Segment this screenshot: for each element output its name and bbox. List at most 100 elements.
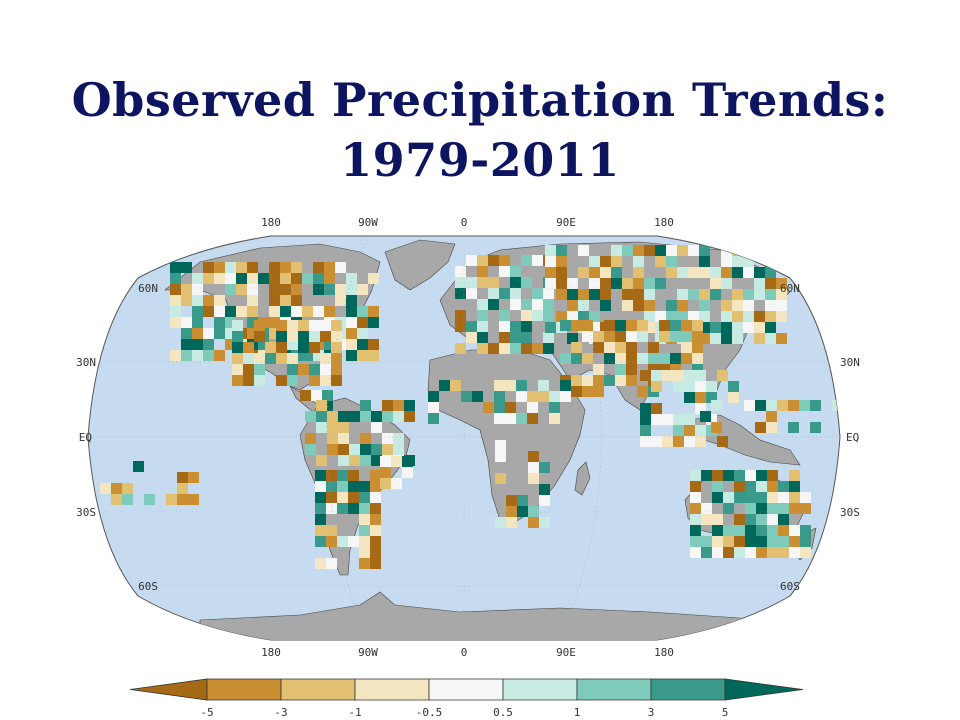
- trend-cell: [615, 364, 626, 375]
- trend-cell: [305, 433, 316, 444]
- trend-cell: [302, 273, 313, 284]
- trend-cell: [265, 353, 276, 364]
- trend-cell: [734, 547, 745, 558]
- trend-cell: [695, 370, 706, 381]
- trend-cell: [527, 402, 538, 413]
- trend-cell: [360, 444, 371, 455]
- trend-cell: [225, 306, 236, 317]
- trend-cell: [688, 245, 699, 256]
- trend-cell: [477, 321, 488, 332]
- trend-cell: [732, 289, 743, 300]
- trend-cell: [309, 375, 320, 386]
- trend-cell: [368, 273, 379, 284]
- trend-cell: [510, 321, 521, 332]
- trend-cell: [681, 353, 692, 364]
- trend-cell: [331, 342, 342, 353]
- trend-cell: [788, 422, 799, 433]
- trend-cell: [545, 322, 556, 333]
- trend-cell: [315, 525, 326, 536]
- trend-cell: [556, 311, 567, 322]
- title-line-1: Observed Precipitation Trends:: [71, 73, 889, 127]
- trend-cell: [346, 317, 357, 328]
- trend-cell: [692, 342, 703, 353]
- latitude-labels-left: 60N 30N EQ 30S 60S: [76, 282, 158, 593]
- trend-cell: [538, 380, 549, 391]
- trend-cell: [800, 492, 811, 503]
- trend-cell: [754, 245, 765, 256]
- trend-cell: [532, 288, 543, 299]
- lon-label: 180: [654, 646, 674, 659]
- trend-cell: [331, 364, 342, 375]
- trend-cell: [466, 255, 477, 266]
- trend-cell: [315, 481, 326, 492]
- trend-cell: [192, 339, 203, 350]
- trend-cell: [712, 470, 723, 481]
- trend-cell: [510, 277, 521, 288]
- trend-cell: [662, 370, 673, 381]
- trend-cell: [331, 320, 342, 331]
- trend-cell: [633, 256, 644, 267]
- trend-cell: [640, 436, 651, 447]
- trend-cell: [710, 267, 721, 278]
- trend-cell: [578, 245, 589, 256]
- trend-cell: [370, 514, 381, 525]
- colorbar-legend: -5 -3 -1 -0.5 0.5 1 3 5: [129, 678, 804, 719]
- trend-cell: [326, 470, 337, 481]
- trend-cell: [338, 444, 349, 455]
- trend-cell: [776, 311, 787, 322]
- trend-cell: [181, 350, 192, 361]
- trend-cell: [359, 525, 370, 536]
- lat-label: 30S: [76, 506, 96, 519]
- trend-cell: [640, 370, 651, 381]
- lat-label: 60N: [780, 282, 800, 295]
- trend-cell: [302, 350, 313, 361]
- trend-cell: [711, 422, 722, 433]
- trend-cell: [337, 470, 348, 481]
- trend-cell: [633, 278, 644, 289]
- trend-cell: [681, 342, 692, 353]
- trend-cell: [477, 277, 488, 288]
- trend-cell: [633, 289, 644, 300]
- trend-cell: [359, 547, 370, 558]
- trend-cell: [765, 245, 776, 256]
- trend-cell: [789, 503, 800, 514]
- trend-cell: [203, 262, 214, 273]
- trend-cell: [243, 375, 254, 386]
- trend-cell: [371, 455, 382, 466]
- trend-cell: [778, 503, 789, 514]
- trend-cell: [589, 289, 600, 300]
- trend-cell: [337, 481, 348, 492]
- trend-cell: [754, 267, 765, 278]
- trend-cell: [699, 256, 710, 267]
- trend-cell: [287, 331, 298, 342]
- trend-cell: [368, 339, 379, 350]
- lon-label: 0: [461, 216, 468, 229]
- trend-cell: [765, 289, 776, 300]
- colorbar-segment: [650, 678, 726, 701]
- trend-cell: [521, 255, 532, 266]
- trend-cell: [681, 320, 692, 331]
- trend-cell: [692, 364, 703, 375]
- trend-cell: [232, 364, 243, 375]
- trend-cell: [359, 536, 370, 547]
- trend-cell: [488, 299, 499, 310]
- trend-cell: [477, 332, 488, 343]
- trend-cell: [254, 353, 265, 364]
- trend-cell: [743, 256, 754, 267]
- trend-cell: [754, 278, 765, 289]
- trend-cell: [181, 328, 192, 339]
- trend-cell: [756, 536, 767, 547]
- trend-cell: [488, 277, 499, 288]
- trend-cell: [695, 436, 706, 447]
- trend-cell: [455, 266, 466, 277]
- trend-cell: [499, 343, 510, 354]
- trend-cell: [644, 300, 655, 311]
- trend-cell: [684, 414, 695, 425]
- trend-cell: [510, 299, 521, 310]
- trend-cell: [640, 425, 651, 436]
- trend-cell: [488, 288, 499, 299]
- trend-cell: [144, 494, 155, 505]
- trend-cell: [337, 503, 348, 514]
- trend-cell: [346, 306, 357, 317]
- lat-label: 60S: [138, 580, 158, 593]
